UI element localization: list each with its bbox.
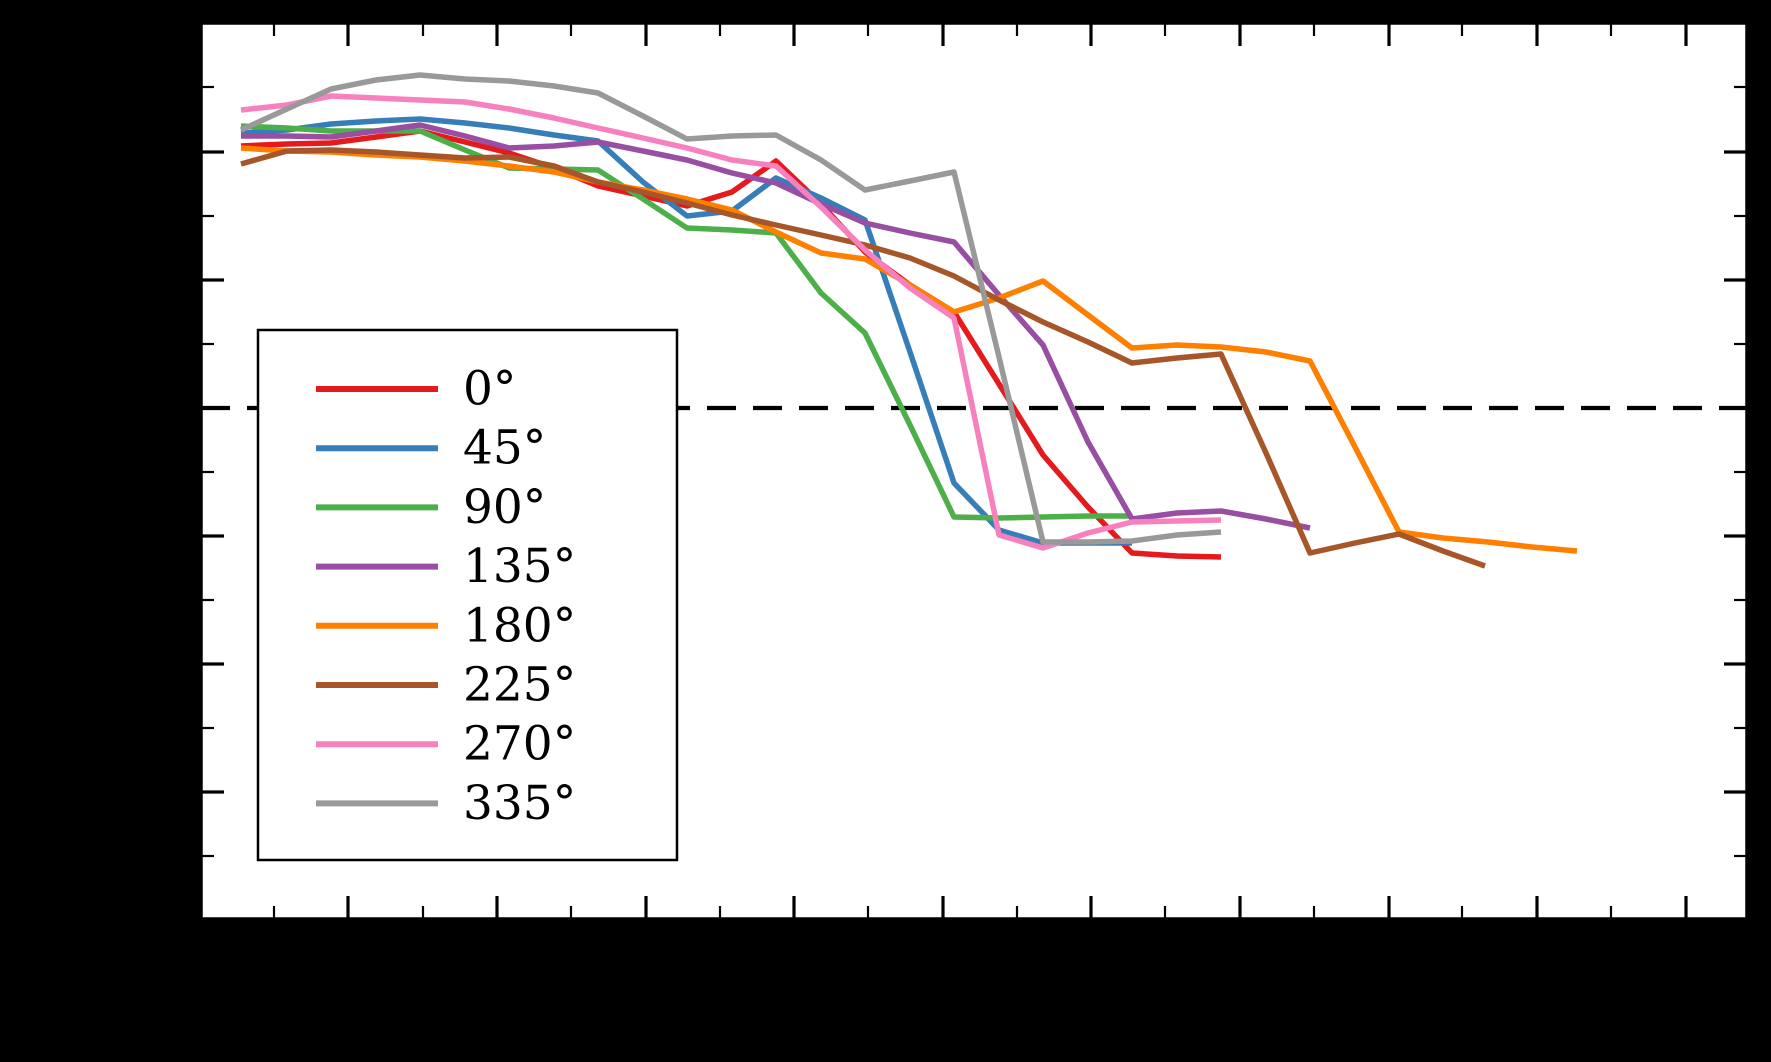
legend-label-45deg: 45° [463,421,546,476]
series-line-135deg [241,122,1311,531]
legend-label-90deg: 90° [463,480,546,535]
legend-label-135deg: 135° [463,539,576,594]
series-line-225deg [240,147,1486,569]
legend-label-335deg: 335° [463,776,576,831]
axes-frame [199,21,1749,921]
legend-label-270deg: 270° [463,717,576,772]
legend-label-225deg: 225° [463,658,576,713]
series-line-45deg [240,116,1132,546]
legend-box [256,328,679,862]
legend-label-180deg: 180° [463,598,576,653]
series-line-335deg [239,72,1222,545]
legend-label-0deg: 0° [463,362,516,417]
